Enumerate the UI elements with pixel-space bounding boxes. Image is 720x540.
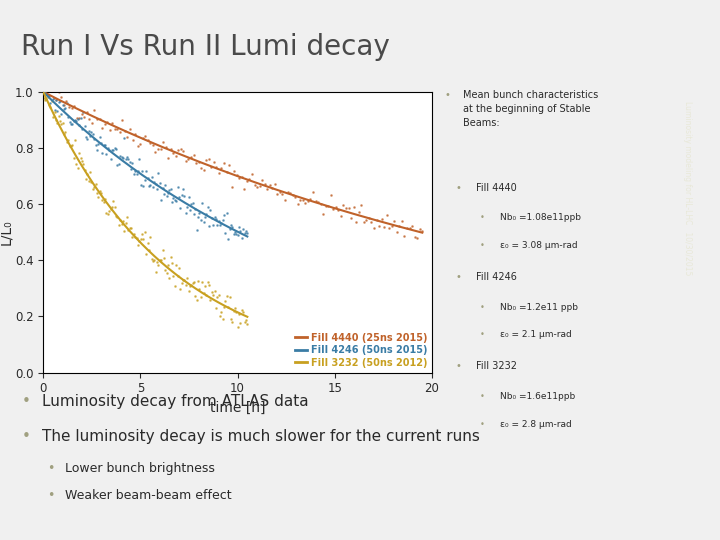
Text: •: •: [455, 183, 461, 193]
Text: The luminosity decay is much slower for the current runs: The luminosity decay is much slower for …: [42, 429, 480, 444]
Text: •: •: [22, 429, 30, 444]
Text: •: •: [480, 241, 485, 250]
Text: ε₀ = 2.8 μm-rad: ε₀ = 2.8 μm-rad: [500, 420, 572, 429]
Text: Weaker beam-beam effect: Weaker beam-beam effect: [65, 489, 231, 502]
Text: Lower bunch brightness: Lower bunch brightness: [65, 462, 215, 475]
Text: •: •: [480, 420, 485, 429]
Text: •: •: [480, 213, 485, 222]
Text: •: •: [47, 462, 54, 475]
Text: •: •: [22, 394, 30, 409]
Text: Run I Vs Run II Lumi decay: Run I Vs Run II Lumi decay: [21, 33, 390, 60]
Text: ε₀ = 3.08 μm-rad: ε₀ = 3.08 μm-rad: [500, 241, 578, 250]
Text: •: •: [445, 90, 451, 100]
Text: Mean bunch characteristics
at the beginning of Stable
Beams:: Mean bunch characteristics at the beginn…: [464, 90, 598, 128]
Text: Nb₀ =1.6e11ppb: Nb₀ =1.6e11ppb: [500, 392, 575, 401]
Text: •: •: [480, 392, 485, 401]
Text: Luminosity modeling for HL-LHC   10/30/2015: Luminosity modeling for HL-LHC 10/30/201…: [683, 101, 692, 275]
Text: Fill 4440: Fill 4440: [476, 183, 516, 193]
Y-axis label: L/L₀: L/L₀: [0, 219, 14, 245]
Text: Nb₀ =1.2e11 ppb: Nb₀ =1.2e11 ppb: [500, 302, 578, 312]
Text: Luminosity decay from ATLAS data: Luminosity decay from ATLAS data: [42, 394, 308, 409]
X-axis label: time [h]: time [h]: [210, 401, 266, 415]
Text: •: •: [480, 302, 485, 312]
Text: •: •: [480, 330, 485, 339]
Text: •: •: [455, 272, 461, 282]
Text: ε₀ = 2.1 μm-rad: ε₀ = 2.1 μm-rad: [500, 330, 572, 339]
Text: Fill 4246: Fill 4246: [476, 272, 516, 282]
Text: •: •: [47, 489, 54, 502]
Text: •: •: [455, 361, 461, 371]
Text: Nb₀ =1.08e11ppb: Nb₀ =1.08e11ppb: [500, 213, 581, 222]
Legend: Fill 4440 (25ns 2015), Fill 4246 (50ns 2015), Fill 3232 (50ns 2012): Fill 4440 (25ns 2015), Fill 4246 (50ns 2…: [295, 333, 427, 368]
Text: Fill 3232: Fill 3232: [476, 361, 517, 371]
